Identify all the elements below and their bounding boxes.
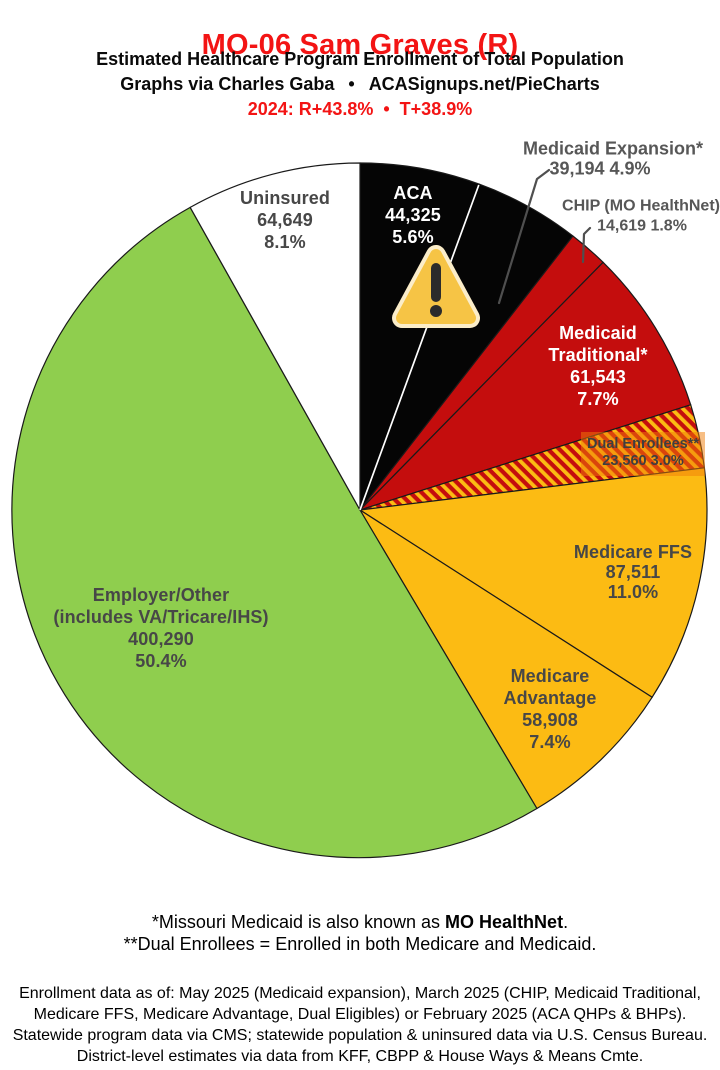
- subtitle: Estimated Healthcare Program Enrollment …: [96, 49, 624, 69]
- source-line: Statewide program data via CMS; statewid…: [12, 1027, 708, 1044]
- slice-separator-line: [359, 184, 480, 511]
- slice-value-line: 23,560 3.0%: [581, 453, 705, 470]
- slice-name: Medicare FFS: [573, 542, 693, 562]
- site-link: ACASignups.net/PieCharts: [368, 74, 600, 94]
- callout-line-chip: [581, 226, 592, 264]
- slice-name: ACA: [393, 183, 433, 203]
- slice-value: 14,619: [597, 217, 647, 235]
- slice-pct: 1.8%: [650, 217, 687, 235]
- pie-slice-6: [359, 509, 653, 810]
- callout-value-medicaid-expansion: 39,194 4.9%: [549, 158, 651, 179]
- callout-label-medicaid-expansion: Medicaid Expansion*: [522, 138, 704, 159]
- slice-label-aca: ACA 44,325 5.6%: [385, 182, 441, 248]
- slice-label-medicare-ffs: Medicare FFS 87,511 11.0%: [574, 542, 692, 602]
- partisan-lean-line: 2024: R+43.8% • T+38.9%: [0, 99, 720, 119]
- pie-slice-7: [11, 206, 538, 859]
- source-line: Medicare FFS, Medicare Advantage, Dual E…: [33, 1006, 687, 1023]
- footnote-dual-enrollees: **Dual Enrollees = Enrolled in both Medi…: [123, 934, 597, 954]
- slice-pct: 4.9%: [609, 158, 651, 179]
- pie-slice-5: [359, 467, 708, 698]
- callout-line-medicaid-expansion: [497, 168, 551, 305]
- bullet-separator: •: [348, 74, 355, 94]
- pie-slice-3: [359, 261, 692, 511]
- callout-label-chip: CHIP (MO HealthNet): [562, 197, 720, 215]
- slice-name: (includes VA/Tricare/IHS): [53, 607, 269, 627]
- slice-value: 44,325: [385, 205, 441, 225]
- slice-pct: 7.4%: [529, 732, 571, 752]
- pie-slices: [11, 162, 708, 859]
- slice-label-medicare-advantage: Medicare Advantage 58,908 7.4%: [504, 665, 597, 753]
- pie-slice-8: [189, 162, 361, 511]
- slice-name: Employer/Other: [92, 585, 230, 605]
- slice-name: Medicaid: [559, 323, 637, 343]
- slice-label-medicaid-traditional: Medicaid Traditional* 61,543 7.7%: [548, 322, 647, 410]
- slice-pct: 11.0%: [607, 582, 659, 602]
- slice-name: Medicare: [510, 666, 590, 686]
- byline: Graphs via Charles Gaba: [120, 74, 335, 94]
- slice-value: 87,511: [605, 562, 661, 582]
- slice-value: 23,560: [602, 453, 647, 469]
- callout-lines: [497, 168, 592, 305]
- slice-pct: 5.6%: [392, 227, 434, 247]
- slice-label-uninsured: Uninsured 64,649 8.1%: [240, 187, 330, 253]
- slice-name: Uninsured: [240, 188, 330, 208]
- slice-value: 58,908: [522, 710, 578, 730]
- byline-line: Graphs via Charles Gaba • ACASignups.net/P…: [0, 74, 720, 94]
- warning-icon: [392, 245, 480, 328]
- callout-value-chip: 14,619 1.8%: [597, 217, 687, 236]
- slice-label-dual-enrollees: Dual Enrollees** 23,560 3.0%: [581, 432, 705, 476]
- slice-value: 39,194: [549, 158, 605, 179]
- slice-name: Advantage: [503, 688, 597, 708]
- page-title: MO-06 Sam Graves (R): [201, 29, 519, 62]
- slice-value: 61,543: [570, 367, 626, 387]
- aca-expansion-separator: [359, 184, 480, 511]
- slice-pct: 8.1%: [264, 232, 306, 252]
- source-line: District-level estimates via data from K…: [76, 1048, 644, 1065]
- slice-name: Traditional*: [548, 345, 648, 365]
- slice-value: 400,290: [128, 629, 194, 649]
- slice-name: Dual Enrollees**: [586, 436, 699, 452]
- partisan-2024: 2024: R+43.8%: [247, 99, 374, 119]
- footnote-medicaid: *Missouri Medicaid is also known as MO H…: [151, 912, 569, 932]
- footnotes: *Missouri Medicaid is also known as MO H…: [0, 911, 720, 955]
- slice-pct: 3.0%: [650, 453, 684, 469]
- partisan-trump: T+38.9%: [399, 99, 473, 119]
- source-line: Enrollment data as of: May 2025 (Medicai…: [19, 985, 701, 1002]
- source-note: Enrollment data as of: May 2025 (Medicai…: [0, 983, 720, 1067]
- slice-pct: 7.7%: [577, 389, 619, 409]
- slice-value: 64,649: [257, 210, 313, 230]
- bullet-separator: •: [383, 99, 390, 119]
- slice-pct: 50.4%: [135, 651, 187, 671]
- slice-label-employer-other: Employer/Other (includes VA/Tricare/IHS)…: [53, 584, 268, 672]
